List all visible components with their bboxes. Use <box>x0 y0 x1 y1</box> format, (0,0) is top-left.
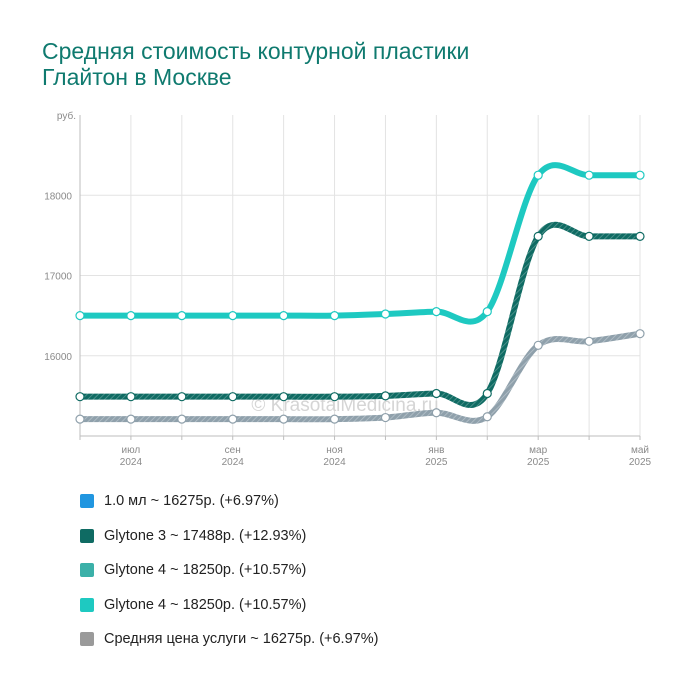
data-point <box>228 311 238 321</box>
data-point <box>584 231 594 241</box>
data-point <box>177 311 187 321</box>
x-tick-label-month: янв <box>428 445 444 456</box>
legend-label: Glytone 3 ~ 17488р. (+12.93%) <box>104 527 307 544</box>
data-point <box>126 311 136 321</box>
data-point <box>329 311 340 321</box>
x-tick-label-year: 2025 <box>629 457 652 468</box>
data-point <box>329 392 340 402</box>
data-point <box>431 408 441 418</box>
data-point <box>635 231 645 241</box>
data-point <box>329 414 340 424</box>
data-point <box>482 412 492 422</box>
legend-item[interactable]: Glytone 3 ~ 17488р. (+12.93%) <box>80 519 378 554</box>
data-point <box>177 414 187 424</box>
legend-label: Glytone 4 ~ 18250р. (+10.57%) <box>104 562 307 579</box>
legend-item[interactable]: 1.0 мл ~ 16275р. (+6.97%) <box>80 484 378 519</box>
data-point <box>635 329 645 339</box>
x-tick-label-month: июл <box>122 445 141 456</box>
data-point <box>482 307 492 317</box>
legend-item[interactable]: Средняя цена услуги ~ 16275р. (+6.97%) <box>80 622 378 657</box>
series-line-glytone-4 <box>77 162 643 325</box>
data-point <box>584 170 594 180</box>
data-point <box>177 392 187 402</box>
chart-axes: 160001700018000руб.июл2024сен2024ноя2024… <box>44 110 651 468</box>
data-point <box>279 414 289 424</box>
data-point <box>533 231 543 241</box>
x-tick-label-month: ноя <box>326 445 343 456</box>
legend-label: 1.0 мл ~ 16275р. (+6.97%) <box>104 493 279 510</box>
data-point <box>533 170 543 180</box>
data-point <box>584 336 594 346</box>
data-point <box>279 392 289 402</box>
data-point <box>228 392 238 402</box>
y-axis-unit-label: руб. <box>57 110 76 122</box>
chart-legend: 1.0 мл ~ 16275р. (+6.97%) Glytone 3 ~ 174… <box>80 484 378 657</box>
data-point <box>482 388 492 399</box>
watermark: © KrasotaiMedicina.ru <box>251 395 438 416</box>
data-point <box>126 414 136 424</box>
data-point <box>533 340 543 350</box>
x-tick-label-month: сен <box>225 445 241 456</box>
y-tick-label: 16000 <box>44 352 72 363</box>
legend-label: Glytone 4 ~ 18250р. (+10.57%) <box>104 596 307 613</box>
data-point <box>75 414 85 424</box>
legend-swatch <box>80 563 94 578</box>
data-point <box>635 170 645 180</box>
x-tick-label-year: 2024 <box>323 457 346 468</box>
chart-grid <box>79 115 641 436</box>
data-point <box>279 311 289 321</box>
data-point <box>431 388 441 399</box>
chart-title: Средняя стоимость контурной пластики Гла… <box>42 38 642 90</box>
x-tick-label-year: 2025 <box>527 457 550 468</box>
chart-title-line-2: Глайтон в Москве <box>42 64 232 90</box>
legend-swatch <box>80 528 94 543</box>
y-tick-label: 17000 <box>44 272 72 283</box>
x-tick-label-month: мар <box>529 445 547 456</box>
chart-series <box>75 162 645 424</box>
data-point <box>75 311 85 321</box>
y-tick-label: 18000 <box>44 191 72 202</box>
legend-swatch <box>80 597 94 612</box>
legend-swatch <box>80 494 94 509</box>
x-tick-label-month: май <box>631 445 649 456</box>
legend-swatch <box>80 632 94 647</box>
data-point <box>228 414 238 424</box>
data-point <box>380 309 391 319</box>
chart-title-line-1: Средняя стоимость контурной пластики <box>42 38 470 64</box>
legend-label: Средняя цена услуги ~ 16275р. (+6.97%) <box>104 631 379 648</box>
legend-item[interactable]: Glytone 4 ~ 18250р. (+10.57%) <box>80 553 378 588</box>
x-tick-label-year: 2024 <box>222 457 245 468</box>
data-point <box>431 307 441 317</box>
legend-item[interactable]: Glytone 4 ~ 18250р. (+10.57%) <box>80 588 378 623</box>
data-point <box>75 392 85 402</box>
data-point <box>380 412 391 423</box>
line-chart: 160001700018000руб.июл2024сен2024ноя2024… <box>44 110 651 468</box>
x-tick-label-year: 2024 <box>120 457 143 468</box>
x-tick-label-year: 2025 <box>425 457 448 468</box>
data-point <box>380 391 391 401</box>
data-point <box>126 392 136 402</box>
